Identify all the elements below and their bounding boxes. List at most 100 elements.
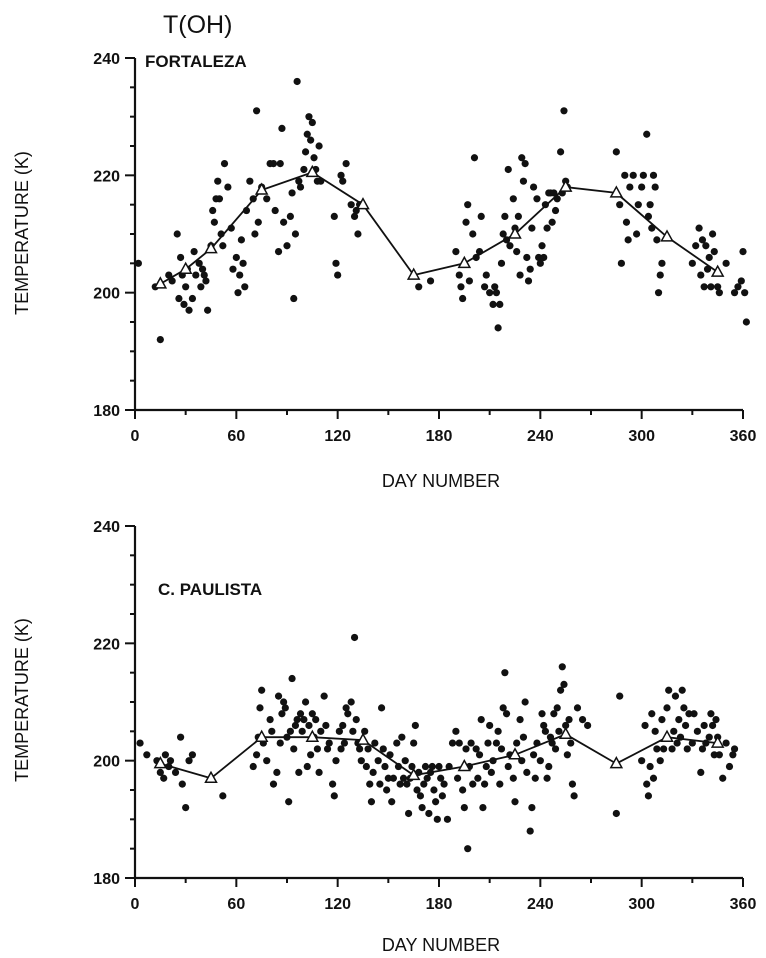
data-point [220,160,229,168]
data-point [293,77,301,86]
mean-line-path [160,733,718,780]
data-point [339,721,347,730]
data-point [344,710,352,718]
data-point [379,745,387,753]
data-point [616,692,624,700]
data-point [491,283,499,291]
data-point [653,745,661,753]
data-point [377,704,386,712]
data-point [242,206,251,215]
data-point [563,751,571,759]
data-point [639,171,647,179]
data-point [188,294,197,303]
data-point [649,171,658,179]
data-point [710,248,718,256]
data-point [644,212,653,220]
data-point [528,804,536,812]
data-point [136,739,144,747]
data-point [584,721,592,730]
data-point [273,768,281,777]
data-point [428,762,436,771]
data-point [712,716,720,724]
data-point [676,733,685,741]
data-point [612,148,620,156]
y-tick-label: 220 [93,636,120,653]
data-point [303,762,311,771]
data-point [453,774,462,782]
y-tick-label: 200 [93,286,120,303]
data-point [551,745,560,753]
data-point [280,698,288,706]
data-point [513,739,521,747]
data-point [668,745,676,753]
x-tick-label: 180 [426,428,453,445]
data-point [715,289,723,297]
data-point [340,739,349,747]
mean-marker [356,197,370,210]
data-point [182,283,190,291]
data-point [227,224,235,232]
mean-marker [254,182,269,195]
data-point [413,786,421,794]
mean-marker [508,226,522,239]
data-point [156,768,164,777]
data-point [332,259,340,267]
data-point [695,224,703,232]
data-point [253,751,261,759]
axes: 0 60 120 180 240 300 360 180 200 220 240 [93,51,756,445]
data-point [688,259,696,267]
data-point [426,768,435,777]
data-point [295,768,303,777]
y-tick-label: 240 [93,51,120,68]
data-point [739,248,747,256]
data-point [665,686,673,694]
data-point [540,253,548,262]
data-point [215,195,224,203]
data-point [403,780,411,788]
data-point [646,762,654,771]
x-tick-label: 60 [227,428,245,445]
data-point [305,113,313,121]
data-point [499,704,507,712]
data-point [683,745,691,753]
data-point [622,218,631,226]
data-point [651,727,659,735]
data-point [523,768,531,777]
data-point [437,774,445,782]
data-point [274,248,283,256]
data-point [660,745,668,753]
data-point [535,253,543,262]
data-point [423,774,431,782]
data-point [349,727,357,735]
data-point [707,710,715,718]
data-point [285,798,293,806]
data-point [678,686,686,694]
data-point [698,745,707,753]
data-point [236,271,244,279]
data-point [361,727,369,735]
data-point [541,727,550,735]
data-point [690,710,698,718]
data-point [467,739,475,747]
data-point [648,710,656,718]
data-point [526,265,534,273]
data-point [421,762,430,771]
data-point [317,177,325,185]
x-tick-label: 120 [324,428,351,445]
data-point [263,195,271,203]
data-point [548,739,556,747]
data-point [249,762,257,771]
data-point [553,704,561,712]
data-point [651,183,659,191]
data-point [200,271,208,279]
data-point [634,201,642,209]
data-point [254,218,262,226]
data-point [670,727,678,735]
data-point [730,289,739,297]
data-point [214,177,222,185]
data-point [443,815,452,823]
data-point [301,148,310,156]
data-point [286,727,294,735]
data-point [504,762,512,771]
